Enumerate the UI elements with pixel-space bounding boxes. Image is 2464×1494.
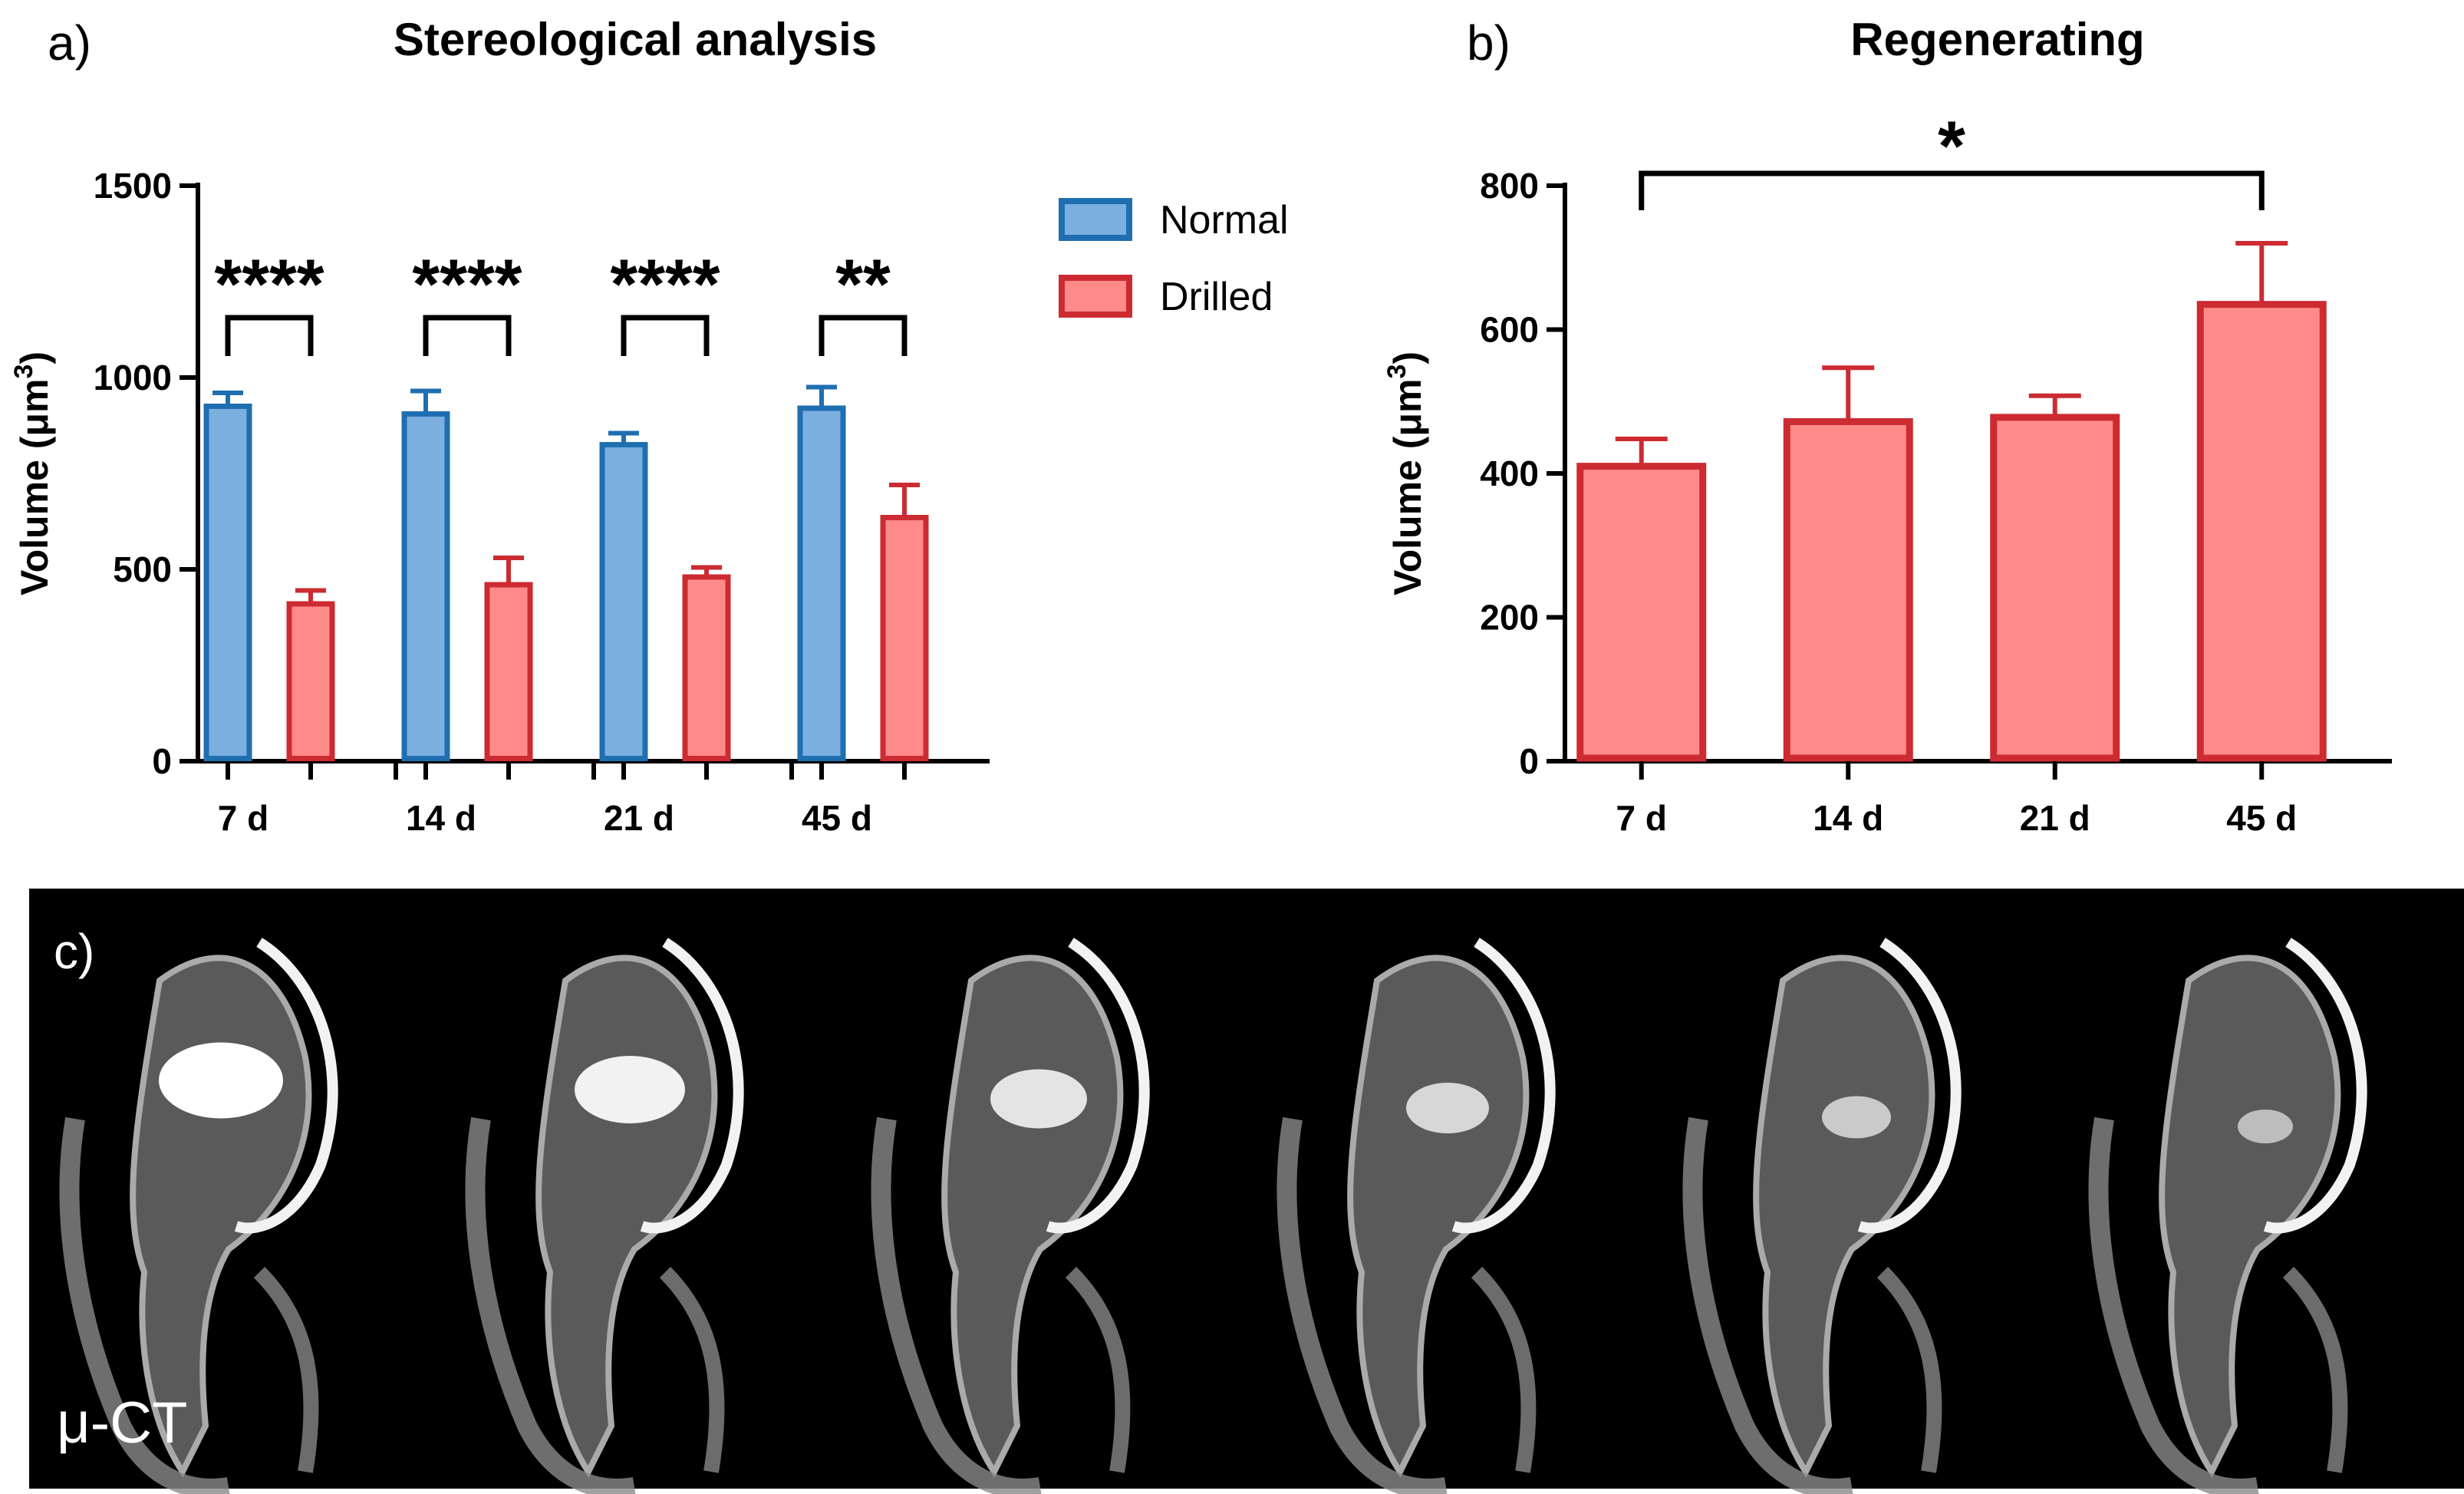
comparison-label: *	[1938, 107, 1965, 186]
ct-radiopaque-filling	[1406, 1083, 1489, 1133]
panel-a-title: Stereological analysis	[394, 14, 877, 65]
y-tick-label: 500	[113, 549, 172, 589]
ct-radiopaque-filling	[990, 1069, 1087, 1129]
bar-normal	[599, 442, 648, 761]
bar-regenerating	[1576, 463, 1707, 762]
panel-b-chart: b) Regenerating 0 200 400 600 800 Volume (μm3…	[1382, 14, 2392, 838]
bar-drilled	[286, 601, 335, 761]
y-tick-label: 400	[1480, 453, 1539, 493]
significance-label: ****	[610, 246, 720, 324]
ct-bone-ridge	[1471, 1266, 1537, 1473]
x-category-label: 21 d	[604, 798, 674, 838]
legend-swatch-drilled	[1059, 275, 1132, 318]
panel-a-plot-area: 0 500 1000 1500 Volume (μm3) 7 d **** 14 d **** 2…	[9, 166, 1289, 838]
significance-label: ****	[412, 246, 522, 324]
ct-image-strip	[29, 889, 2464, 1489]
ct-tooth-enamel	[1857, 938, 1962, 1234]
ct-modality-label: μ-CT	[57, 1390, 187, 1456]
ct-tooth-enamel	[2263, 938, 2367, 1234]
y-tick-label: 1500	[94, 166, 172, 206]
ct-bone-ridge	[1876, 1266, 1942, 1473]
bar-drilled	[682, 574, 731, 761]
ct-slice	[871, 938, 1150, 1494]
ct-slice	[1276, 938, 1556, 1494]
panel-c-ct-images: c) μ-CT	[29, 889, 2464, 1494]
y-axis-label: Volume (μm3)	[9, 351, 56, 595]
panel-c-letter: c)	[54, 924, 94, 979]
ct-cortical-bone	[2088, 1116, 2259, 1494]
x-category-label: 14 d	[406, 798, 476, 838]
ct-slices	[59, 938, 2367, 1494]
ct-slice	[59, 938, 338, 1494]
y-axis-label: Volume (μm3)	[1382, 351, 1429, 595]
bar-regenerating	[1783, 418, 1913, 762]
ct-bone-ridge	[253, 1266, 319, 1473]
comparison-bracket	[1639, 170, 2265, 210]
bar-normal	[401, 411, 450, 761]
panel-b-letter: b)	[1467, 15, 1510, 71]
significance-bracket	[819, 315, 908, 356]
ct-tooth-enamel	[1451, 938, 1556, 1234]
panel-b-title: Regenerating	[1850, 14, 2144, 65]
y-tick-label: 800	[1480, 166, 1539, 206]
ct-bone	[1347, 955, 1530, 1478]
x-category-label: 21 d	[2020, 798, 2090, 838]
x-category-label: 7 d	[1616, 798, 1667, 838]
panel-b-plot-area: 0 200 400 600 800 Volume (μm3) 7 d 14 d 21 d 45 d…	[1382, 107, 2392, 838]
bar-regenerating	[1990, 414, 2120, 762]
legend-label-drilled: Drilled	[1160, 275, 1273, 319]
ct-cortical-bone	[1276, 1116, 1448, 1494]
ct-radiopaque-filling	[2238, 1110, 2293, 1143]
ct-cortical-bone	[465, 1116, 636, 1494]
significance-label: ****	[214, 246, 324, 324]
legend-label-normal: Normal	[1160, 198, 1289, 242]
significance-bracket	[621, 315, 710, 356]
y-tick-label: 0	[152, 741, 172, 781]
x-category-label: 7 d	[218, 798, 268, 838]
panel-a-chart: a) Stereological analysis 0 500 1000 1500 Vo…	[9, 14, 1289, 838]
x-category-label: 45 d	[2226, 798, 2297, 838]
ct-cortical-bone	[871, 1116, 1042, 1494]
ct-radiopaque-filling	[159, 1042, 283, 1119]
ct-slice	[1682, 938, 1962, 1494]
ct-bone-ridge	[659, 1266, 725, 1473]
y-tick-label: 200	[1480, 598, 1539, 638]
ct-tooth-enamel	[234, 938, 338, 1234]
ct-tooth-enamel	[1046, 938, 1150, 1234]
ct-bone	[2159, 955, 2341, 1478]
y-tick-label: 600	[1480, 310, 1539, 350]
x-category-label: 45 d	[802, 798, 872, 838]
bar-drilled	[484, 582, 533, 761]
ct-cortical-bone	[1682, 1116, 1853, 1494]
ct-slice	[465, 938, 744, 1494]
legend-swatch-normal	[1059, 198, 1132, 241]
significance-bracket	[225, 315, 314, 356]
ct-bone-ridge	[1065, 1266, 1131, 1473]
panel-a-letter: a)	[48, 15, 91, 71]
ct-radiopaque-filling	[575, 1056, 685, 1123]
significance-label: **	[835, 246, 891, 324]
bar-normal	[203, 404, 252, 761]
x-category-label: 14 d	[1813, 798, 1883, 838]
bar-regenerating	[2196, 301, 2327, 762]
ct-cortical-bone	[59, 1116, 230, 1494]
y-tick-label: 1000	[94, 358, 172, 397]
ct-bone-ridge	[2282, 1266, 2348, 1473]
y-tick-label: 0	[1519, 741, 1539, 781]
ct-tooth-enamel	[640, 938, 744, 1234]
bar-drilled	[880, 515, 929, 761]
ct-slice	[2088, 938, 2367, 1494]
ct-radiopaque-filling	[1822, 1096, 1891, 1139]
ct-bone	[1753, 955, 1935, 1478]
significance-bracket	[423, 315, 512, 356]
bar-normal	[797, 405, 846, 761]
